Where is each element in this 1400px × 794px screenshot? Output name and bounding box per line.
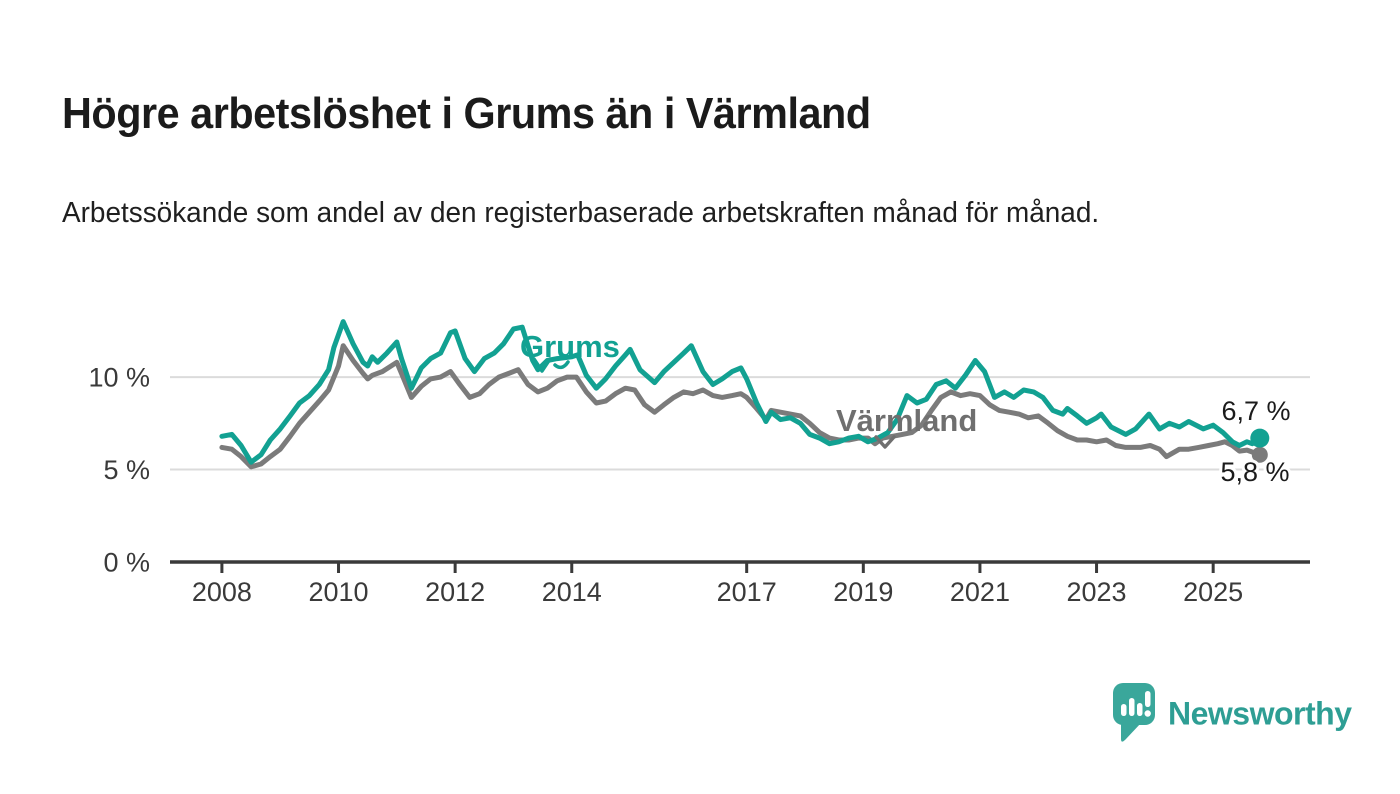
newsworthy-wordmark: Newsworthy xyxy=(1168,696,1352,732)
chart-subtitle: Arbetssökande som andel av den registerb… xyxy=(62,196,1100,229)
series-label-grums: Grums xyxy=(520,329,620,364)
newsworthy-logo: Newsworthy xyxy=(1113,683,1353,752)
x-tick-label-2012: 2012 xyxy=(425,577,485,607)
chart-annotations: Grums Värmland 6,7 % 5,8 % xyxy=(520,329,1293,490)
x-tick-label-2017: 2017 xyxy=(717,577,777,607)
newsworthy-logo-icon xyxy=(1113,683,1155,742)
page-title: Högre arbetslöshet i Grums än i Värmland xyxy=(62,89,871,139)
line-värmland xyxy=(219,343,1263,470)
x-tick-label-2021: 2021 xyxy=(950,577,1010,607)
end-value-label-grums: 6,7 % xyxy=(1221,396,1290,426)
x-axis: 2008 2010 2012 2014 2017 2019 2021 2023 2025 xyxy=(170,560,1310,607)
bar-icon-medium xyxy=(1137,703,1143,716)
x-tick-label-2025: 2025 xyxy=(1183,577,1243,607)
y-tick-label: 10 % xyxy=(88,363,150,393)
endpoint-dot-grums xyxy=(1250,428,1270,448)
x-tick-label-2019: 2019 xyxy=(833,577,893,607)
y-tick-label: 0 % xyxy=(103,548,150,578)
endpoint-dot-värmland xyxy=(1251,446,1268,463)
bar-icon-tall xyxy=(1129,698,1135,716)
data-series xyxy=(219,319,1270,470)
x-tick-label-2010: 2010 xyxy=(308,577,368,607)
grums-pointer-curl-icon xyxy=(553,360,570,370)
gridlines: 0 % 5 % 10 % xyxy=(88,363,1310,578)
x-tick-label-2014: 2014 xyxy=(542,577,602,607)
bar-icon-small xyxy=(1121,704,1127,716)
end-value-label-varmland: 5,8 % xyxy=(1220,457,1289,487)
varmland-pointer-chevron-icon xyxy=(874,435,896,449)
x-tick-label-2008: 2008 xyxy=(192,577,252,607)
x-tick-label-2023: 2023 xyxy=(1067,577,1127,607)
grums-pointer-chevron-icon xyxy=(532,357,552,373)
line-grums xyxy=(219,319,1263,465)
exclamation-dot-icon xyxy=(1144,710,1151,717)
series-label-varmland: Värmland xyxy=(836,403,977,438)
exclamation-stem-icon xyxy=(1145,691,1151,707)
y-tick-label: 5 % xyxy=(103,455,150,485)
speech-bubble-tail xyxy=(1121,717,1141,742)
